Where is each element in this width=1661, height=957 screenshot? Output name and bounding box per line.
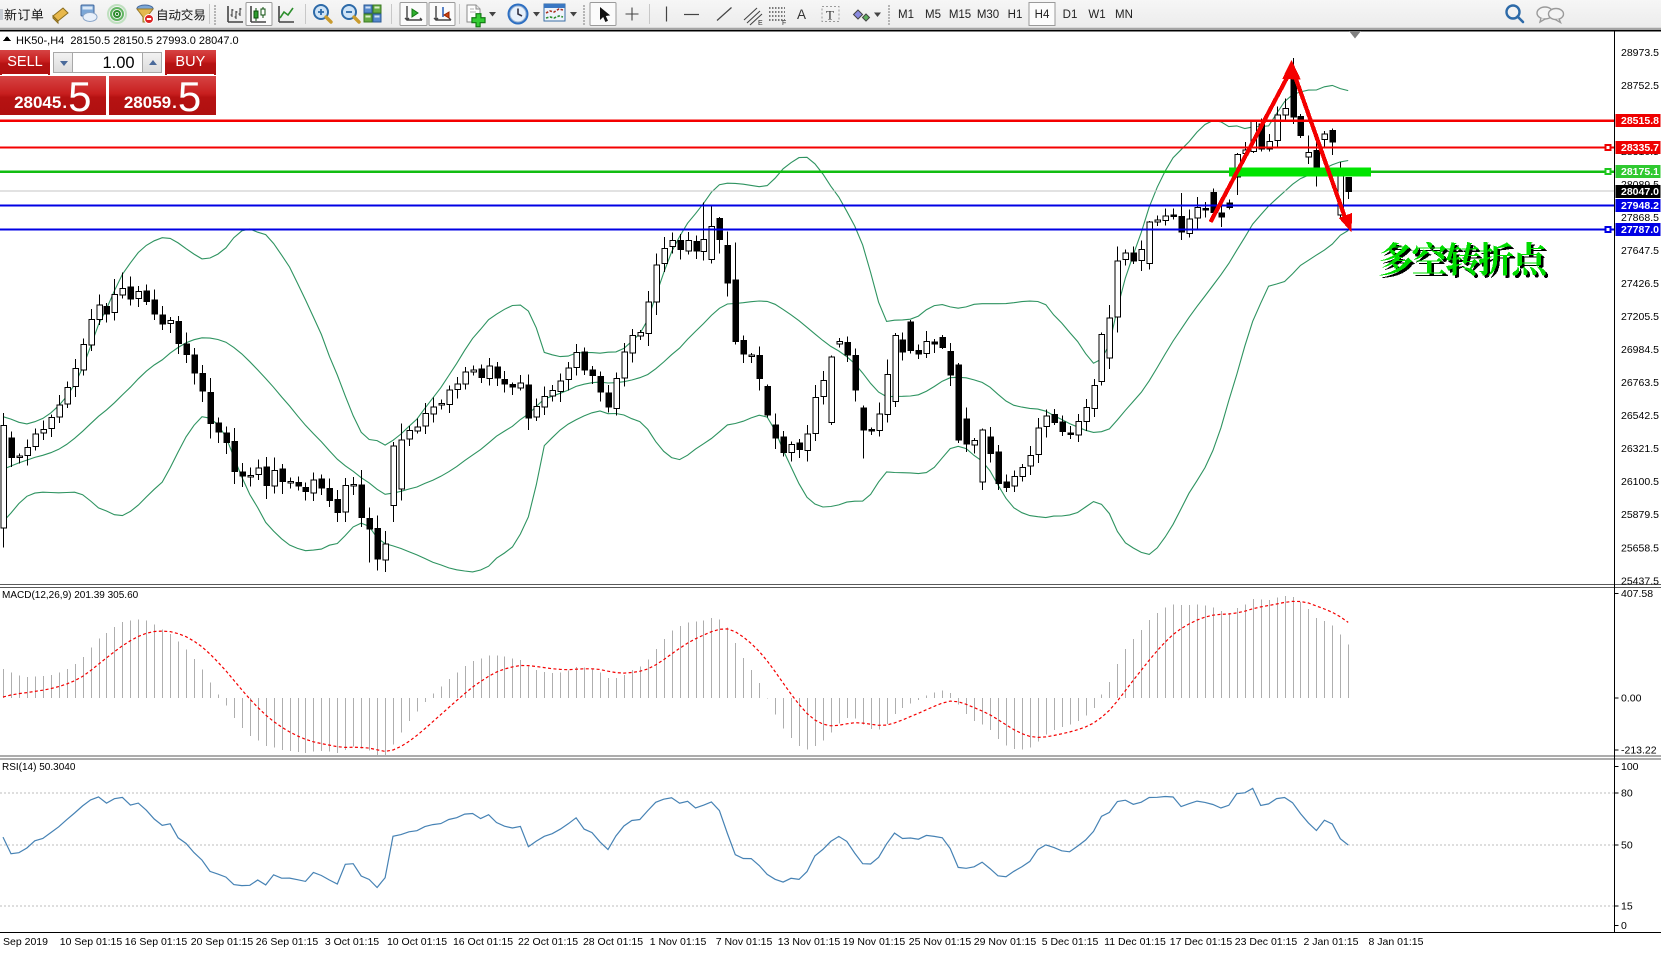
svg-text:26 Sep 01:15: 26 Sep 01:15 [256, 936, 319, 948]
svg-text:26100.5: 26100.5 [1621, 476, 1659, 488]
svg-text:50: 50 [1621, 840, 1633, 852]
svg-text:28175.1: 28175.1 [1621, 166, 1659, 178]
svg-text:27205.5: 27205.5 [1621, 311, 1659, 323]
svg-text:11 Dec 01:15: 11 Dec 01:15 [1104, 936, 1166, 948]
svg-text:17 Dec 01:15: 17 Dec 01:15 [1170, 936, 1233, 948]
svg-text:28973.5: 28973.5 [1621, 47, 1659, 59]
svg-text:26984.5: 26984.5 [1621, 344, 1659, 356]
svg-text:19 Nov 01:15: 19 Nov 01:15 [843, 936, 906, 948]
svg-text:407.58: 407.58 [1621, 588, 1653, 600]
svg-text:27787.0: 27787.0 [1621, 224, 1659, 236]
svg-text:MACD(12,26,9) 201.39 305.60: MACD(12,26,9) 201.39 305.60 [2, 590, 139, 601]
svg-text:16 Oct 01:15: 16 Oct 01:15 [453, 936, 513, 948]
svg-text:M15: M15 [949, 9, 971, 21]
svg-text:25 Nov 01:15: 25 Nov 01:15 [909, 936, 972, 948]
svg-text:16 Sep 01:15: 16 Sep 01:15 [125, 936, 188, 948]
svg-text:MN: MN [1115, 9, 1133, 21]
svg-text:20 Sep 01:15: 20 Sep 01:15 [191, 936, 254, 948]
svg-text:M5: M5 [925, 9, 941, 21]
svg-text:22 Oct 01:15: 22 Oct 01:15 [518, 936, 578, 948]
svg-text:8 Jan 01:15: 8 Jan 01:15 [1369, 936, 1424, 948]
svg-text:100: 100 [1621, 761, 1639, 773]
svg-text:28 Oct 01:15: 28 Oct 01:15 [583, 936, 643, 948]
svg-text:Sep 2019: Sep 2019 [3, 936, 48, 948]
svg-text:W1: W1 [1088, 9, 1105, 21]
svg-text:27868.5: 27868.5 [1621, 212, 1659, 224]
svg-text:3 Oct 01:15: 3 Oct 01:15 [325, 936, 379, 948]
svg-text:28335.7: 28335.7 [1621, 142, 1659, 154]
svg-text:28515.8: 28515.8 [1621, 115, 1659, 127]
svg-text:23 Dec 01:15: 23 Dec 01:15 [1235, 936, 1298, 948]
svg-text:26542.5: 26542.5 [1621, 410, 1659, 422]
svg-text:26763.5: 26763.5 [1621, 377, 1659, 389]
svg-text:D1: D1 [1063, 9, 1078, 21]
svg-text:28752.5: 28752.5 [1621, 80, 1659, 92]
svg-text:RSI(14) 50.3040: RSI(14) 50.3040 [2, 762, 76, 773]
svg-text:80: 80 [1621, 787, 1633, 799]
svg-text:29 Nov 01:15: 29 Nov 01:15 [974, 936, 1037, 948]
svg-text:0.00: 0.00 [1621, 693, 1642, 705]
svg-text:T: T [826, 8, 834, 23]
svg-text:-213.22: -213.22 [1621, 745, 1657, 757]
svg-text:25658.5: 25658.5 [1621, 542, 1659, 554]
svg-text:13 Nov 01:15: 13 Nov 01:15 [778, 936, 841, 948]
svg-text:25879.5: 25879.5 [1621, 509, 1659, 521]
svg-text:F: F [782, 20, 786, 27]
svg-text:H1: H1 [1008, 9, 1023, 21]
svg-text:1 Nov 01:15: 1 Nov 01:15 [650, 936, 707, 948]
svg-text:5 Dec 01:15: 5 Dec 01:15 [1042, 936, 1099, 948]
svg-text:H4: H4 [1035, 9, 1050, 21]
svg-text:27426.5: 27426.5 [1621, 278, 1659, 290]
svg-text:HK50-,H4 28150.5 28150.5 2799: HK50-,H4 28150.5 28150.5 27993.0 28047.0 [16, 35, 239, 47]
svg-text:15: 15 [1621, 900, 1633, 912]
svg-text:27948.2: 27948.2 [1621, 200, 1659, 212]
svg-text:A: A [797, 7, 806, 22]
svg-text:27647.5: 27647.5 [1621, 245, 1659, 257]
svg-text:E: E [758, 20, 763, 27]
svg-text:28047.0: 28047.0 [1621, 186, 1659, 198]
svg-text:M30: M30 [977, 9, 999, 21]
svg-text:10 Sep 01:15: 10 Sep 01:15 [60, 936, 123, 948]
svg-text:25437.5: 25437.5 [1621, 575, 1659, 587]
svg-text:10 Oct 01:15: 10 Oct 01:15 [387, 936, 447, 948]
svg-text:7 Nov 01:15: 7 Nov 01:15 [716, 936, 773, 948]
svg-text:0: 0 [1621, 920, 1627, 932]
svg-text:2 Jan 01:15: 2 Jan 01:15 [1304, 936, 1359, 948]
svg-text:26321.5: 26321.5 [1621, 443, 1659, 455]
svg-text:M1: M1 [898, 9, 914, 21]
